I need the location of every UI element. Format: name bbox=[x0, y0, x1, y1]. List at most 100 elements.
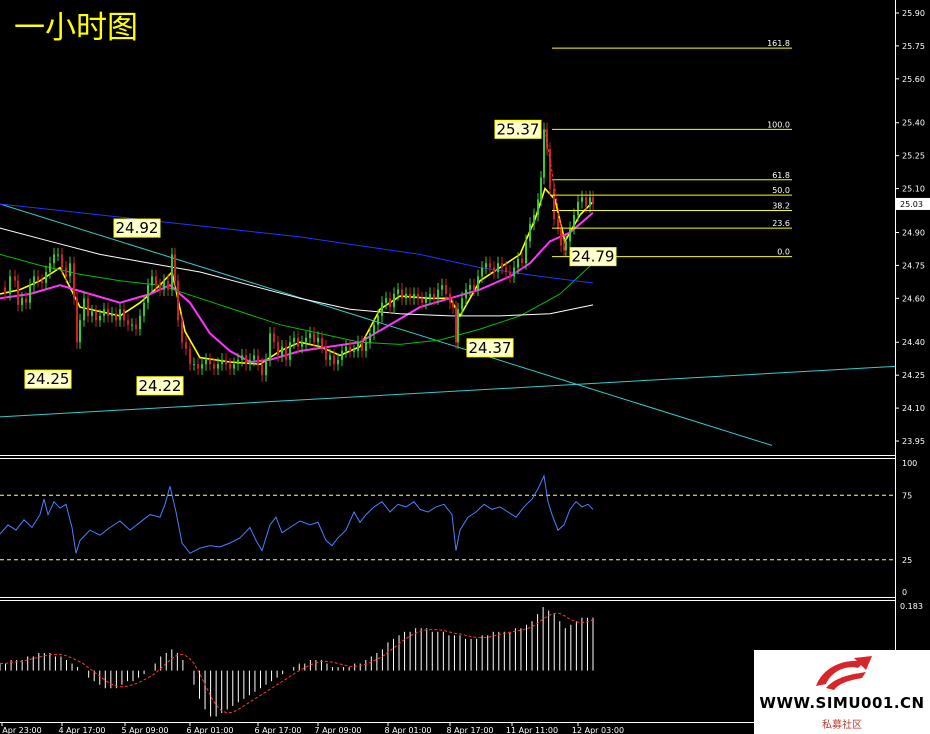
candle-body bbox=[9, 276, 11, 294]
fib-level-label: 38.2 bbox=[772, 202, 790, 211]
candle-body bbox=[245, 355, 247, 365]
watermark: WWW.SIMU001.CN 私募社区 bbox=[754, 650, 930, 734]
price-tick-label: 23.95 bbox=[902, 437, 925, 446]
candle-body bbox=[305, 337, 307, 343]
candle-body bbox=[397, 289, 399, 294]
candle-body bbox=[301, 342, 303, 347]
oscillator-tick-label: 75 bbox=[902, 491, 912, 500]
candle-body bbox=[181, 320, 183, 343]
candle-body bbox=[127, 320, 129, 325]
candle-body bbox=[321, 337, 323, 347]
price-annotation-label: 24.79 bbox=[572, 248, 615, 266]
candle-body bbox=[65, 267, 67, 277]
candle-body bbox=[4, 287, 6, 294]
price-tick-label: 25.90 bbox=[902, 9, 925, 18]
candle-body bbox=[69, 263, 71, 277]
time-tick-label: 8 Apr 17:00 bbox=[446, 726, 493, 734]
candle-body bbox=[461, 298, 463, 310]
candle-body bbox=[139, 315, 141, 330]
candle-body bbox=[25, 298, 27, 303]
candle-body bbox=[317, 337, 319, 343]
price-annotation-box bbox=[466, 338, 514, 358]
price-annotation-box bbox=[136, 376, 184, 396]
candle-body bbox=[293, 337, 295, 343]
candle-body bbox=[543, 129, 545, 178]
candle-body bbox=[213, 364, 215, 369]
candle-body bbox=[87, 298, 89, 316]
candle-body bbox=[413, 293, 415, 299]
candle-body bbox=[409, 293, 411, 299]
watermark-url: WWW.SIMU001.CN bbox=[759, 694, 925, 712]
candle-body bbox=[381, 302, 383, 316]
candle-body bbox=[237, 359, 239, 365]
price-tick-label: 25.60 bbox=[902, 75, 925, 84]
candle-body bbox=[445, 285, 447, 294]
candle-body bbox=[481, 267, 483, 277]
candle-body bbox=[193, 364, 195, 366]
candle-body bbox=[21, 298, 23, 305]
candle-body bbox=[529, 223, 531, 242]
candle-body bbox=[521, 258, 523, 264]
price-tick-label: 25.25 bbox=[902, 152, 925, 161]
time-tick-label: 7 Apr 09:00 bbox=[314, 726, 361, 734]
candle-body bbox=[341, 351, 343, 360]
candle-body bbox=[497, 263, 499, 272]
candle-body bbox=[281, 346, 283, 356]
candle-body bbox=[29, 285, 31, 303]
price-annotation-box bbox=[113, 218, 161, 238]
fib-level-label: 61.8 bbox=[772, 171, 790, 180]
pane-borders bbox=[0, 0, 896, 723]
candle-body bbox=[174, 254, 176, 281]
candle-body bbox=[73, 263, 75, 299]
fib-level-label: 161.8 bbox=[767, 39, 790, 48]
candle-body bbox=[357, 342, 359, 352]
time-tick-label: 5 Apr 09:00 bbox=[121, 726, 168, 734]
fib-level-label: 100.0 bbox=[767, 120, 790, 129]
price-annotation-label: 24.25 bbox=[27, 370, 70, 388]
candle-body bbox=[76, 298, 78, 343]
candle-body bbox=[560, 228, 562, 246]
time-tick-label: 8 Apr 01:00 bbox=[384, 726, 431, 734]
candle-body bbox=[473, 285, 475, 290]
time-tick-label: 12 Apr 03:00 bbox=[572, 726, 624, 734]
oscillator-tick-label: 25 bbox=[902, 556, 912, 565]
price-tick-label: 24.60 bbox=[902, 294, 925, 303]
candle-body bbox=[417, 293, 419, 299]
candle-body bbox=[289, 342, 291, 360]
candle-body bbox=[277, 342, 279, 356]
candle-body bbox=[147, 285, 149, 303]
candle-body bbox=[405, 293, 407, 299]
price-tick-label: 24.90 bbox=[902, 228, 925, 237]
candle-body bbox=[377, 315, 379, 325]
candle-body bbox=[257, 355, 259, 365]
current-price-label: 25.03 bbox=[900, 200, 923, 209]
chart-title: 一小时图 bbox=[14, 10, 138, 46]
candle-body bbox=[83, 298, 85, 321]
price-tick-label: 24.25 bbox=[902, 371, 925, 380]
fib-anchor-line bbox=[544, 129, 567, 257]
price-tick-label: 24.40 bbox=[902, 338, 925, 347]
price-tick-label: 24.75 bbox=[902, 261, 925, 270]
candle-body bbox=[540, 177, 542, 200]
candle-body bbox=[525, 241, 527, 264]
candle-body bbox=[285, 346, 287, 360]
candle-body bbox=[33, 276, 35, 286]
candle-body bbox=[95, 311, 97, 321]
candle-body bbox=[333, 355, 335, 365]
candle-body bbox=[229, 364, 231, 369]
candle-body bbox=[553, 188, 555, 220]
oscillator-panel: 100 75 25 0 bbox=[0, 459, 917, 597]
candle-body bbox=[441, 285, 443, 290]
candle-body bbox=[557, 219, 559, 229]
candle-body bbox=[45, 272, 47, 283]
price-tick-label: 25.10 bbox=[902, 185, 925, 194]
candle-body bbox=[103, 309, 105, 316]
candle-body bbox=[349, 346, 351, 352]
candle-body bbox=[457, 309, 459, 343]
candle-body bbox=[49, 263, 51, 272]
candle-body bbox=[155, 276, 157, 286]
time-tick-label: 6 Apr 17:00 bbox=[254, 726, 301, 734]
price-annotation-box bbox=[24, 369, 72, 389]
trendlines bbox=[0, 203, 896, 446]
